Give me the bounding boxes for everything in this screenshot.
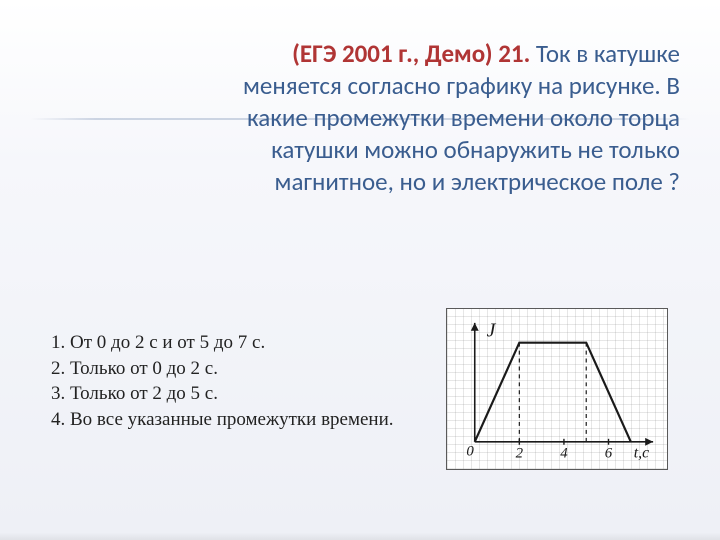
title-line1: Ток в катушке [530,38,680,69]
answer-option-1: От 0 до 2 с и от 5 до 7 с. [70,330,403,356]
answer-option-2: Только от 0 до 2 с. [70,356,403,382]
answer-option-4: Во все указанные промежутки времени. [70,407,403,433]
answer-list: От 0 до 2 с и от 5 до 7 с. Только от 0 д… [48,330,403,433]
svg-text:4: 4 [560,446,568,462]
svg-text:6: 6 [605,446,613,462]
graph-svg: 0 2 4 6 J t,c [447,309,667,470]
question-title: (ЕГЭ 2001 г., Демо) 21. Ток в катушке ме… [70,38,680,198]
slide: (ЕГЭ 2001 г., Демо) 21. Ток в катушке ме… [0,0,720,540]
title-prefix: (ЕГЭ 2001 г., Демо) 21. [292,38,530,69]
title-line4: катушки можно обнаружить не только [271,134,680,165]
title-line2: меняется согласно графику на рисунке. В [243,70,680,101]
answer-options: От 0 до 2 с и от 5 до 7 с. Только от 0 д… [48,330,403,433]
svg-text:t,c: t,c [634,445,649,462]
answer-option-3: Только от 2 до 5 с. [70,381,403,407]
svg-text:J: J [487,320,497,342]
title-line5: магнитное, но и электрическое поле ? [275,166,680,197]
title-line3: какие промежутки времени около торца [247,102,680,133]
svg-text:2: 2 [516,446,524,462]
svg-text:0: 0 [466,444,474,460]
current-graph: 0 2 4 6 J t,c [446,308,668,470]
bottom-shadow [0,532,720,540]
